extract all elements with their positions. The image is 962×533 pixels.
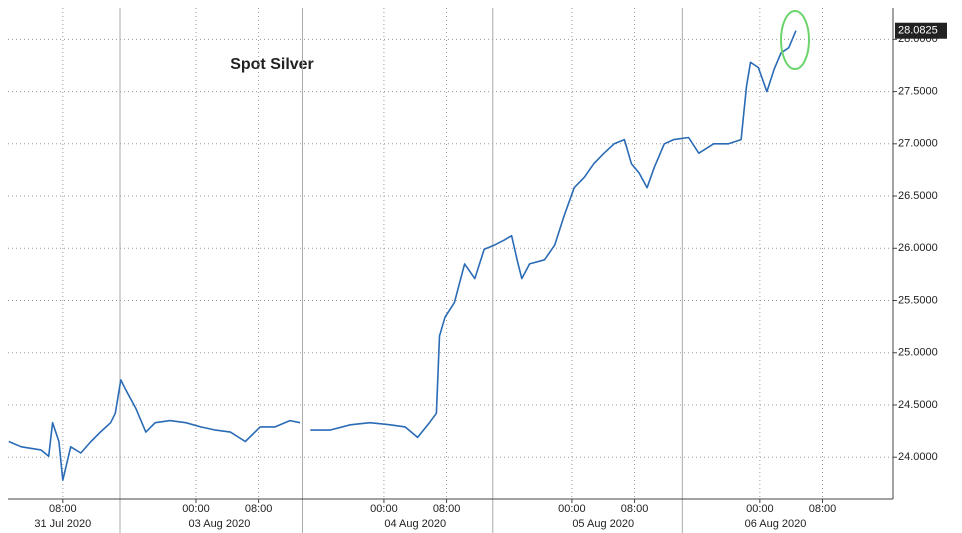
- highlight-circle: [780, 10, 810, 70]
- y-tick-label: 26.0000: [898, 242, 938, 254]
- y-tick-label: 26.5000: [898, 190, 938, 202]
- x-tick-label: 08:00: [433, 503, 461, 515]
- y-tick-label: 25.5000: [898, 294, 938, 306]
- x-tick-label: 00:00: [370, 503, 398, 515]
- y-tick-label: 24.0000: [898, 451, 938, 463]
- x-tick-label: 08:00: [49, 503, 77, 515]
- x-tick-label: 00:00: [182, 503, 210, 515]
- y-tick-label: 27.5000: [898, 85, 938, 97]
- day-label: 31 Jul 2020: [34, 518, 91, 530]
- x-tick-label: 08:00: [245, 503, 273, 515]
- y-tick-label: 25.0000: [898, 347, 938, 359]
- x-tick-label: 00:00: [746, 503, 774, 515]
- day-label: 06 Aug 2020: [745, 518, 807, 530]
- price-line: [8, 30, 797, 481]
- chart-title: Spot Silver: [230, 56, 314, 73]
- last-price-box: [895, 22, 947, 39]
- day-label: 05 Aug 2020: [572, 518, 634, 530]
- last-price-label: 28.0825: [898, 25, 938, 37]
- day-label: 04 Aug 2020: [384, 518, 446, 530]
- y-tick-label: 27.0000: [898, 138, 938, 150]
- x-tick-label: 08:00: [621, 503, 649, 515]
- y-tick-label: 24.5000: [898, 399, 938, 411]
- day-label: 03 Aug 2020: [189, 518, 251, 530]
- x-tick-label: 08:00: [809, 503, 837, 515]
- x-tick-label: 00:00: [558, 503, 586, 515]
